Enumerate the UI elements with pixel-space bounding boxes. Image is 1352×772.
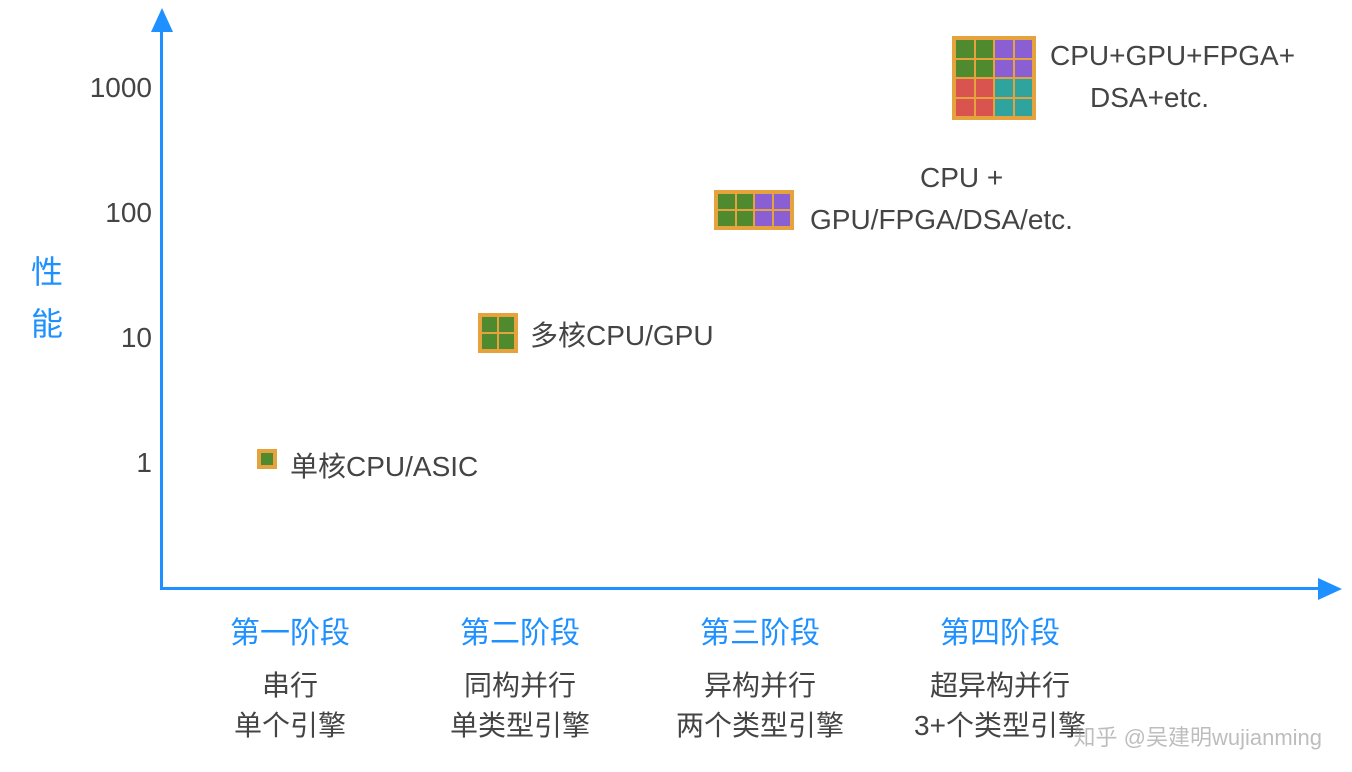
label-stage-2: 多核CPU/GPU <box>530 314 714 354</box>
x-stage-1-sub1: 串行 <box>165 664 415 704</box>
chip-cell <box>955 39 975 59</box>
x-stage-1: 第一阶段 <box>190 608 390 652</box>
chip-cell <box>975 98 995 118</box>
chip-stage-3 <box>714 190 794 230</box>
chip-cell <box>955 59 975 79</box>
chip-cell <box>498 316 515 333</box>
chip-cell <box>773 210 792 227</box>
chip-cell <box>717 193 736 210</box>
chip-stage-4 <box>952 36 1036 120</box>
x-stage-3: 第三阶段 <box>660 608 860 652</box>
x-stage-3-sub1: 异构并行 <box>635 664 885 704</box>
chip-cell <box>994 59 1014 79</box>
chip-cell <box>736 210 755 227</box>
label-stage-1: 单核CPU/ASIC <box>290 445 478 485</box>
chip-stage-2 <box>478 313 518 353</box>
chip-cell <box>975 39 995 59</box>
x-stage-2-sub2: 单类型引擎 <box>395 704 645 744</box>
chip-cell <box>754 193 773 210</box>
chip-cell <box>955 78 975 98</box>
chip-cell <box>1014 59 1034 79</box>
chip-cell <box>1014 98 1034 118</box>
x-stage-2-sub1: 同构并行 <box>395 664 645 704</box>
chip-cell <box>955 98 975 118</box>
chip-cell <box>994 98 1014 118</box>
x-axis-line <box>160 587 1330 590</box>
label-stage-3-line2: GPU/FPGA/DSA/etc. <box>810 204 1073 236</box>
chip-cell <box>994 78 1014 98</box>
label-stage-3-line1: CPU + <box>920 162 1003 194</box>
y-tick-10: 10 <box>121 322 152 354</box>
x-stage-3-sub2: 两个类型引擎 <box>635 704 885 744</box>
chip-cell <box>717 210 736 227</box>
x-stage-2: 第二阶段 <box>420 608 620 652</box>
chip-stage-1 <box>257 449 277 469</box>
y-tick-100: 100 <box>105 197 152 229</box>
chip-cell <box>260 452 274 466</box>
chip-cell <box>754 210 773 227</box>
watermark-text: 知乎 @吴建明wujianming <box>1074 720 1323 752</box>
y-axis-label: 性能 <box>22 255 68 359</box>
chip-cell <box>773 193 792 210</box>
chip-cell <box>736 193 755 210</box>
label-stage-4-line2: DSA+etc. <box>1090 82 1209 114</box>
x-axis-arrow-icon <box>1318 578 1342 600</box>
x-stage-4-sub1: 超异构并行 <box>875 664 1125 704</box>
y-axis-line <box>160 20 163 590</box>
chip-cell <box>481 316 498 333</box>
label-stage-4-line1: CPU+GPU+FPGA+ <box>1050 40 1295 72</box>
chip-cell <box>481 333 498 350</box>
x-stage-4: 第四阶段 <box>900 608 1100 652</box>
chip-cell <box>1014 78 1034 98</box>
chip-cell <box>975 59 995 79</box>
x-stage-1-sub2: 单个引擎 <box>165 704 415 744</box>
y-tick-1000: 1000 <box>90 72 152 104</box>
chip-cell <box>994 39 1014 59</box>
y-axis-arrow-icon <box>151 8 173 32</box>
y-tick-1: 1 <box>136 447 152 479</box>
chip-cell <box>975 78 995 98</box>
chip-cell <box>498 333 515 350</box>
chart-container: 性能 1 10 100 1000 第一阶段 第二阶段 第三阶段 第四阶段 串行 … <box>0 0 1352 772</box>
chip-cell <box>1014 39 1034 59</box>
